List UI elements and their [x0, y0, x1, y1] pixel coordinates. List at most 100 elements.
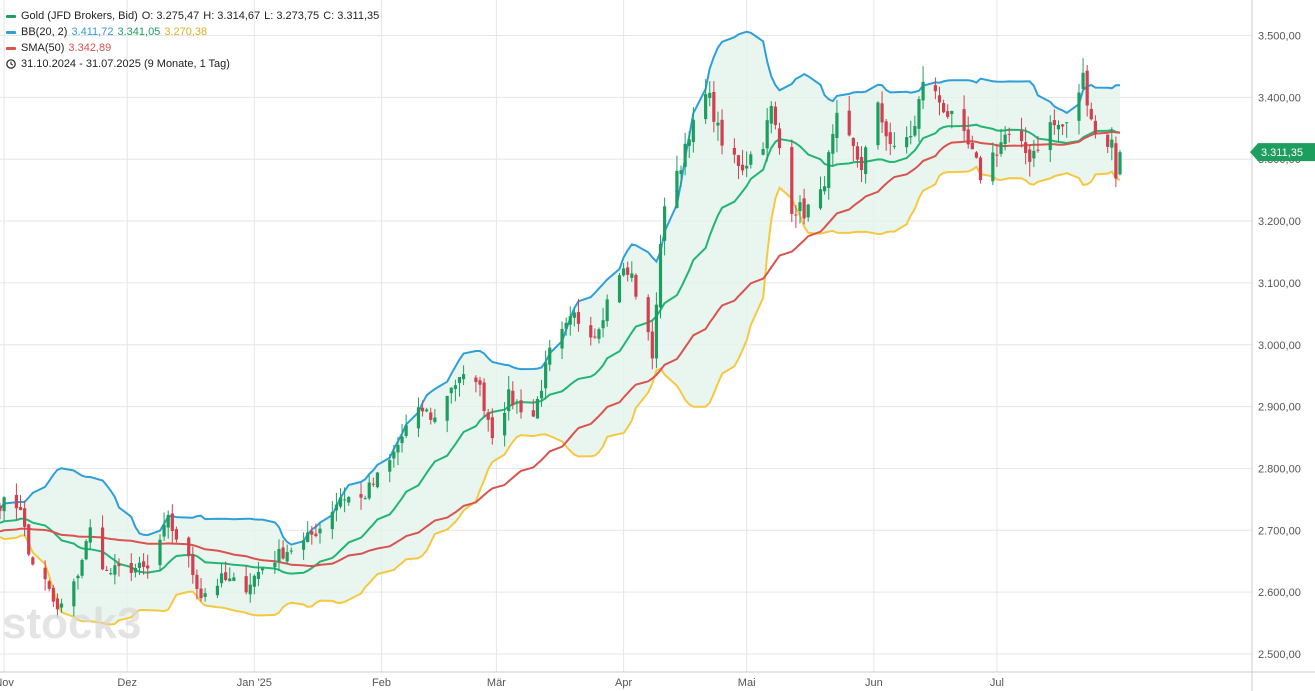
candle-body [273, 562, 277, 568]
candle-body [888, 132, 892, 144]
candle-body [133, 567, 137, 573]
candle-body [219, 573, 224, 584]
candle-body [23, 508, 27, 527]
candle-body [855, 146, 860, 160]
candle-body [1093, 120, 1097, 134]
legend: Gold (JFD Brokers, Bid) O: 3.275,47 H: 3… [6, 8, 383, 72]
candle-body [392, 451, 396, 459]
candle-body [109, 573, 113, 575]
candle-body [1028, 149, 1032, 162]
y-tick-label: 2.500,00 [1258, 649, 1301, 661]
candle-body [166, 514, 170, 528]
candle-body [626, 267, 630, 275]
candle-body [318, 528, 322, 534]
candle-body [851, 137, 855, 147]
candle-body [921, 81, 925, 101]
candle-body [88, 527, 92, 543]
candle-body [1114, 143, 1118, 179]
candle-body [806, 204, 810, 218]
bb-middle-line [0, 123, 1121, 575]
candle-body [962, 109, 966, 131]
candle-body [490, 417, 494, 439]
candle-body [1024, 142, 1028, 154]
candle-body [375, 472, 380, 488]
candle-body [51, 587, 55, 602]
candle-body [244, 576, 248, 593]
candle-body [260, 568, 265, 571]
candle-body [691, 119, 695, 142]
candle-body [966, 129, 970, 145]
candle-body [683, 143, 687, 167]
candle-body [433, 417, 437, 423]
candle-body [593, 336, 597, 338]
sma-line [0, 130, 1121, 568]
candle-body [347, 497, 351, 503]
candle-body [1007, 133, 1011, 135]
candle-body [429, 412, 433, 420]
candle-body [933, 85, 937, 92]
candle-body [909, 135, 913, 138]
candle-body [712, 91, 716, 122]
candle-body [388, 460, 392, 472]
candle-body [117, 563, 121, 566]
candle-body [634, 274, 638, 297]
candle-body [605, 299, 609, 322]
candle-body [761, 148, 765, 155]
candle-body [129, 562, 133, 573]
candle-body [174, 529, 179, 540]
candle-body [482, 382, 486, 411]
candle-body [343, 499, 347, 501]
candle-body [589, 325, 593, 338]
candle-body [330, 511, 334, 530]
legend-bb-swatch [6, 30, 16, 34]
last-price-badge-text: 3.311,35 [1261, 147, 1303, 159]
candle-body [1060, 124, 1065, 127]
y-tick-label: 3.000,00 [1258, 340, 1301, 352]
x-tick-label: Dez [117, 677, 137, 689]
candle-body [749, 154, 753, 165]
candle-body [503, 412, 507, 436]
candle-body [14, 494, 19, 509]
candle-body [597, 329, 601, 339]
candle-body [371, 483, 375, 485]
candle-body [191, 554, 195, 576]
y-tick-label: 3.100,00 [1258, 278, 1301, 290]
x-tick-label: Jul [990, 677, 1004, 689]
candle-body [113, 565, 117, 575]
candle-body [675, 170, 679, 208]
legend-bb-name: BB(20, 2) [21, 26, 68, 38]
candle-body [59, 603, 64, 608]
candle-body [137, 562, 142, 569]
bb-upper-line [0, 30, 1120, 546]
legend-bb-upper: 3.411,72 [71, 26, 114, 38]
candle-body [1081, 72, 1085, 90]
candle-body [544, 362, 548, 389]
legend-high: H: 3.314,67 [203, 10, 261, 22]
candle-body [281, 547, 285, 559]
candle-body [765, 120, 769, 149]
candle-body [905, 137, 909, 148]
candle-body [511, 390, 515, 405]
candle-body [1065, 122, 1069, 124]
candle-body [27, 524, 31, 555]
candle-body [277, 548, 281, 563]
candle-body [334, 504, 339, 511]
candle-body [228, 578, 232, 582]
legend-sma: SMA(50) 3.342,89 [6, 40, 383, 56]
candle-body [1019, 130, 1024, 142]
candle-body [256, 571, 261, 579]
x-tick-label: Jun [865, 677, 883, 689]
candle-body [535, 398, 540, 419]
candle-body [199, 588, 203, 599]
candle-body [141, 561, 146, 567]
legend-period: 31.10.2024 - 31.07.2025 (9 Monate, 1 Tag… [6, 56, 383, 72]
candle-body [974, 152, 979, 158]
candle-body [650, 331, 654, 359]
legend-main-swatch [6, 14, 16, 18]
candle-body [248, 584, 252, 595]
candle-body [572, 312, 576, 318]
legend-main: Gold (JFD Brokers, Bid) O: 3.275,47 H: 3… [6, 8, 383, 24]
candle-body [187, 537, 191, 557]
candle-body [170, 513, 174, 531]
